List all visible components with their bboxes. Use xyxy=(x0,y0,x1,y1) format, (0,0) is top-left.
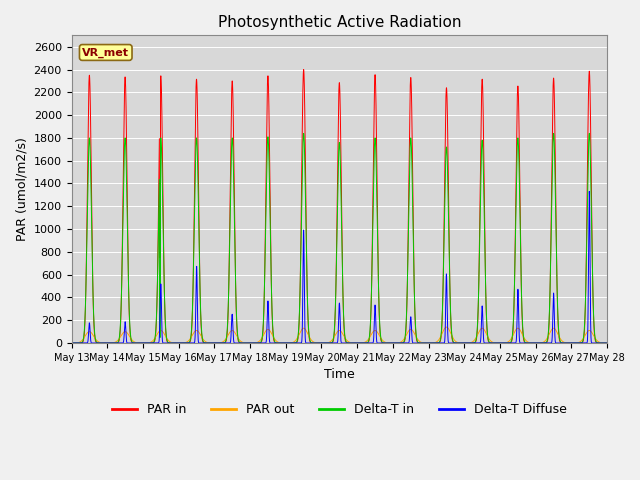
Text: VR_met: VR_met xyxy=(82,48,129,58)
Title: Photosynthetic Active Radiation: Photosynthetic Active Radiation xyxy=(218,15,461,30)
Y-axis label: PAR (umol/m2/s): PAR (umol/m2/s) xyxy=(15,137,28,241)
Legend: PAR in, PAR out, Delta-T in, Delta-T Diffuse: PAR in, PAR out, Delta-T in, Delta-T Dif… xyxy=(106,398,572,421)
X-axis label: Time: Time xyxy=(324,368,355,381)
